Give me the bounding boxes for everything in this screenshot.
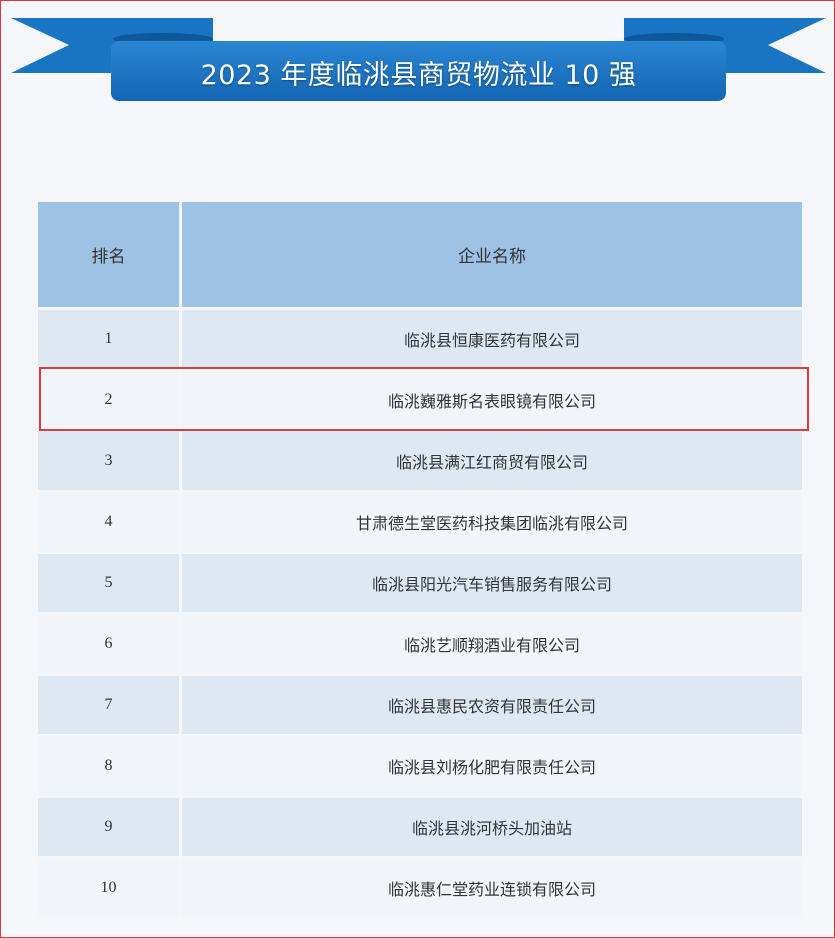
- ranking-table: 排名 企业名称 1 临洮县恒康医药有限公司 2 临洮巍雅斯名表眼镜有限公司 3 临洮县满江…: [35, 199, 805, 920]
- rank-cell: 5: [38, 554, 179, 612]
- rank-cell: 6: [38, 615, 179, 673]
- rank-cell: 8: [38, 737, 179, 795]
- rank-cell: 2: [38, 371, 179, 429]
- table-row: 3 临洮县满江红商贸有限公司: [38, 432, 802, 490]
- company-name-cell: 临洮县阳光汽车销售服务有限公司: [182, 554, 802, 612]
- header-company-name: 企业名称: [182, 202, 802, 307]
- table-row: 4 甘肃德生堂医药科技集团临洮有限公司: [38, 493, 802, 551]
- table-row: 9 临洮县洮河桥头加油站: [38, 798, 802, 856]
- rank-cell: 9: [38, 798, 179, 856]
- table-row: 5 临洮县阳光汽车销售服务有限公司: [38, 554, 802, 612]
- company-name-cell: 临洮巍雅斯名表眼镜有限公司: [182, 371, 802, 429]
- table-row: 1 临洮县恒康医药有限公司: [38, 310, 802, 368]
- table-header-row: 排名 企业名称: [38, 202, 802, 307]
- table-row: 8 临洮县刘杨化肥有限责任公司: [38, 737, 802, 795]
- table-row: 10 临洮惠仁堂药业连锁有限公司: [38, 859, 802, 917]
- rank-cell: 10: [38, 859, 179, 917]
- table-row: 6 临洮艺顺翔酒业有限公司: [38, 615, 802, 673]
- company-name-cell: 临洮艺顺翔酒业有限公司: [182, 615, 802, 673]
- rank-cell: 3: [38, 432, 179, 490]
- page-title: 2023 年度临洮县商贸物流业 10 强: [200, 60, 637, 91]
- rank-cell: 7: [38, 676, 179, 734]
- company-name-cell: 临洮县洮河桥头加油站: [182, 798, 802, 856]
- table-row: 7 临洮县惠民农资有限责任公司: [38, 676, 802, 734]
- company-name-cell: 临洮县恒康医药有限公司: [182, 310, 802, 368]
- ribbon-graphic: [11, 18, 826, 101]
- table-row: 2 临洮巍雅斯名表眼镜有限公司: [38, 371, 802, 429]
- header-rank: 排名: [38, 202, 179, 307]
- rank-cell: 4: [38, 493, 179, 551]
- rank-cell: 1: [38, 310, 179, 368]
- company-name-cell: 临洮县满江红商贸有限公司: [182, 432, 802, 490]
- company-name-cell: 临洮县惠民农资有限责任公司: [182, 676, 802, 734]
- company-name-cell: 临洮县刘杨化肥有限责任公司: [182, 737, 802, 795]
- company-name-cell: 甘肃德生堂医药科技集团临洮有限公司: [182, 493, 802, 551]
- company-name-cell: 临洮惠仁堂药业连锁有限公司: [182, 859, 802, 917]
